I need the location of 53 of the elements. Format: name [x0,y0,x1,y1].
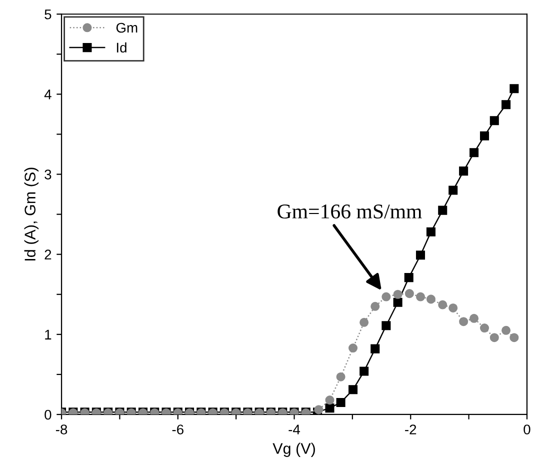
point [404,273,414,282]
point [490,333,499,342]
point [470,314,479,323]
point [459,317,468,326]
y-tick-label: 1 [45,330,52,340]
point [502,100,511,110]
point [370,302,380,311]
point [438,300,448,310]
point [490,116,499,126]
point [502,326,511,335]
point [336,398,346,407]
point [360,366,369,376]
x-tick-label: -6 [172,424,184,434]
point [459,166,468,176]
x-tick-label: 0 [524,424,530,434]
point [314,405,324,414]
point [470,148,479,158]
point [510,333,519,342]
point [426,294,436,304]
point [480,131,490,140]
y-tick-label: 3 [44,170,52,180]
point [382,292,391,302]
point [448,186,458,195]
point [370,344,380,354]
point [404,289,414,298]
point [448,303,458,312]
point [426,227,436,236]
x-tick-label: -8 [56,424,68,434]
y-tick-label: 5 [44,10,52,20]
point [393,298,402,307]
x-axis-title: Vg (V) [272,442,315,457]
legend-label: Gm [116,22,138,33]
point [480,323,490,333]
annotation: Gm=166 mS/mm [278,204,422,219]
point [348,385,358,394]
y-tick-label: 0 [44,410,52,420]
point [325,396,334,405]
y-tick-label: 4 [44,90,52,100]
point [438,206,448,215]
point [393,290,402,299]
point [416,250,426,260]
y-axis-title: Id (A), Gm (S) [24,168,39,260]
point [382,321,391,330]
point [336,372,346,382]
point [510,84,519,94]
point [325,404,334,413]
y-tick-label: 2 [44,250,52,260]
legend-label: Id [116,42,126,53]
x-tick-label: -4 [288,424,300,434]
point [348,344,358,353]
point [416,292,426,302]
x-tick-label: -2 [405,424,416,434]
point [360,318,369,327]
